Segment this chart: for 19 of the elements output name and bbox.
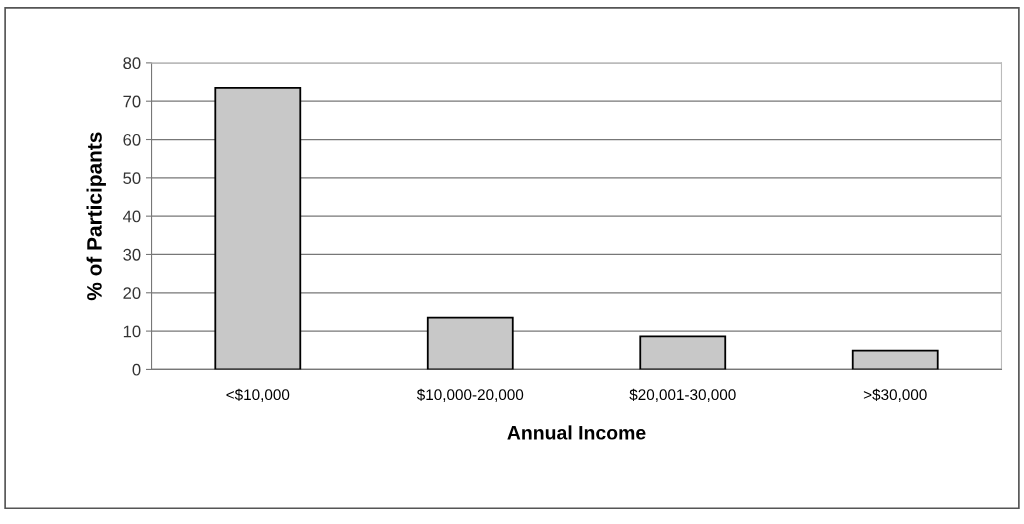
bar <box>639 335 727 370</box>
y-tick-label: 70 <box>123 95 141 108</box>
x-tick-label: <$10,000 <box>226 388 290 402</box>
y-axis-title: % of Participants <box>86 132 106 301</box>
y-tick-label: 60 <box>123 133 141 146</box>
y-tick-label: 0 <box>132 363 141 376</box>
x-tick-label: >$30,000 <box>863 388 927 402</box>
bar <box>426 316 514 370</box>
y-tick-label: 40 <box>122 210 141 223</box>
y-tick-label: 20 <box>123 287 141 299</box>
x-tick-label: $10,000-20,000 <box>416 388 524 402</box>
x-tick-label: $20,001-30,000 <box>629 388 736 402</box>
x-axis-title: Annual Income <box>507 425 646 440</box>
y-tick-label: 30 <box>123 248 141 261</box>
bar <box>851 349 939 370</box>
y-tick-label: 10 <box>123 325 141 338</box>
y-tick-label: 50 <box>123 172 141 185</box>
y-tick-label: 80 <box>123 57 141 70</box>
bar <box>214 86 302 370</box>
